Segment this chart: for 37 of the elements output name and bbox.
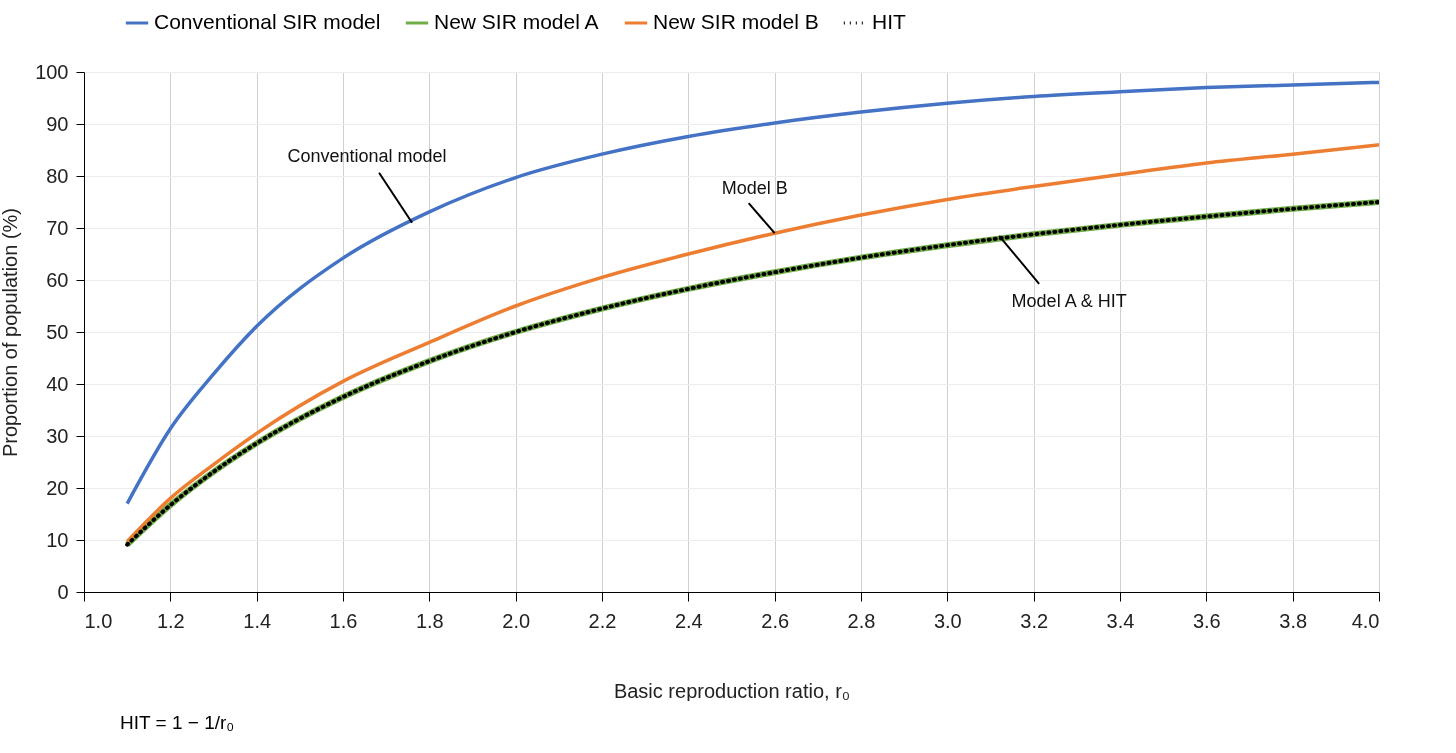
y-tick-label: 90 xyxy=(46,112,69,135)
y-tick-label: 40 xyxy=(46,372,69,395)
x-tick-label: 1.0 xyxy=(84,609,113,632)
x-tick-label: 3.4 xyxy=(1106,609,1135,632)
legend-label: New SIR model A xyxy=(434,10,599,33)
x-tick-label: 3.6 xyxy=(1192,609,1221,632)
annotation: Conventional model xyxy=(287,145,447,166)
legend-label: HIT xyxy=(872,10,906,33)
legend-label: Conventional SIR model xyxy=(154,10,381,33)
y-tick-label: 100 xyxy=(35,60,69,83)
y-tick-label: 20 xyxy=(46,476,69,499)
x-tick-label: 1.8 xyxy=(415,609,444,632)
y-tick-label: 70 xyxy=(46,216,69,239)
annotation: Model A & HIT xyxy=(1011,290,1127,311)
x-tick-label: 3.2 xyxy=(1020,609,1049,632)
x-tick-label: 3.8 xyxy=(1279,609,1308,632)
x-tick-label: 1.6 xyxy=(329,609,358,632)
x-tick-label: 2.4 xyxy=(674,609,703,632)
y-tick-label: 60 xyxy=(46,268,69,291)
x-axis-title: Basic reproduction ratio, r₀ xyxy=(613,679,851,702)
legend-label: New SIR model B xyxy=(653,10,819,33)
x-tick-label: 1.4 xyxy=(243,609,272,632)
x-tick-label: 4.0 xyxy=(1351,609,1380,632)
x-tick-label: 2.0 xyxy=(502,609,531,632)
annotation: Model B xyxy=(721,178,788,199)
x-tick-label: 1.2 xyxy=(156,609,185,632)
y-tick-label: 10 xyxy=(46,528,69,551)
y-axis-title: Proportion of population (%) xyxy=(0,207,22,458)
x-tick-label: 2.2 xyxy=(588,609,617,632)
x-tick-label: 2.6 xyxy=(761,609,790,632)
y-tick-label: 80 xyxy=(46,164,69,187)
x-tick-label: 2.8 xyxy=(847,609,876,632)
text: HIT = 1 − 1/r₀ xyxy=(120,712,235,734)
y-tick-label: 30 xyxy=(46,424,69,447)
y-tick-label: 0 xyxy=(57,580,69,603)
y-tick-label: 50 xyxy=(46,320,69,343)
x-tick-label: 3.0 xyxy=(933,609,962,632)
